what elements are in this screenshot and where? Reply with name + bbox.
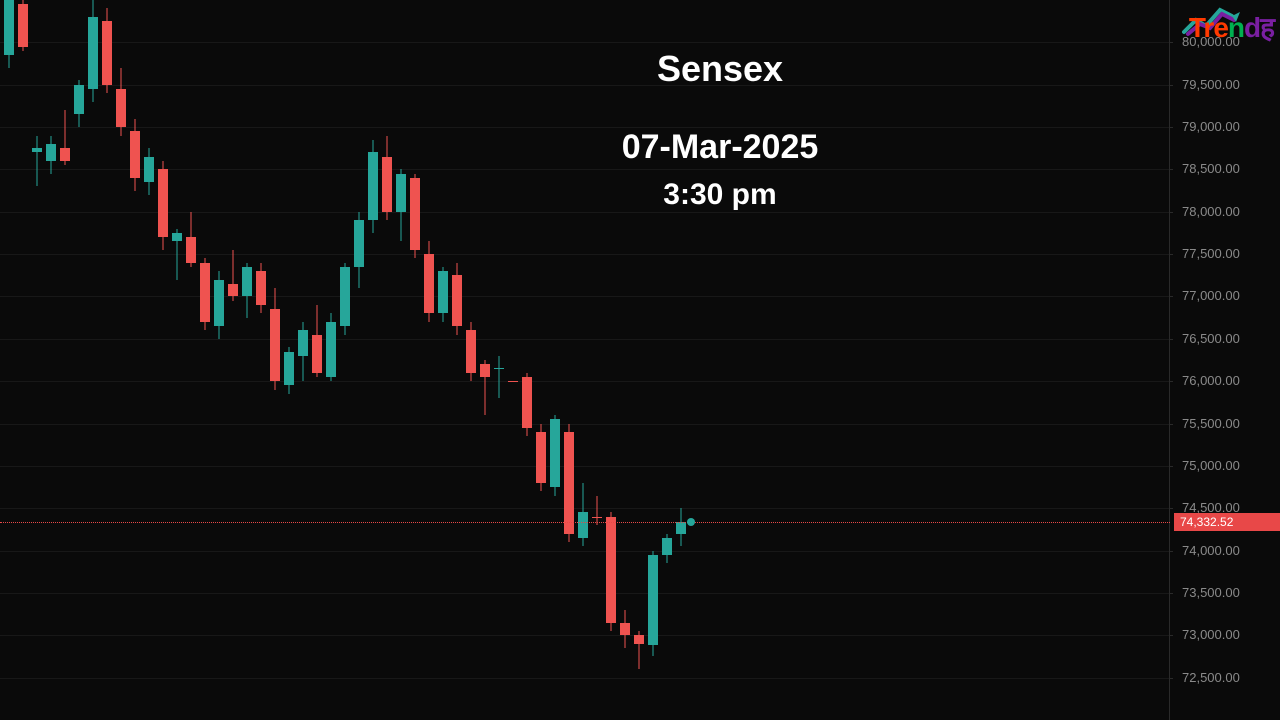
y-tick-label: 78,000.00 [1174,205,1280,219]
y-tick-label: 73,000.00 [1174,628,1280,642]
y-tick-label: 74,000.00 [1174,544,1280,558]
candle [46,0,56,720]
candle [522,0,532,720]
candle [396,0,406,720]
candle [228,0,238,720]
candle [256,0,266,720]
candle [368,0,378,720]
candlestick-chart[interactable]: 72,500.0073,000.0073,500.0074,000.0074,5… [0,0,1280,720]
candle [620,0,630,720]
candle [606,0,616,720]
candle [452,0,462,720]
y-tick-label: 75,500.00 [1174,417,1280,431]
candle [74,0,84,720]
candle [550,0,560,720]
candle [662,0,672,720]
candle [312,0,322,720]
y-tick-label: 78,500.00 [1174,162,1280,176]
candle [102,0,112,720]
candle [466,0,476,720]
candle [354,0,364,720]
candle [270,0,280,720]
candle [578,0,588,720]
chart-time: 3:30 pm [520,178,920,212]
candle [340,0,350,720]
candle [634,0,644,720]
candle [592,0,602,720]
logo-part-3: dह [1244,12,1274,43]
candle [648,0,658,720]
candle-layer [0,0,1170,720]
candle [32,0,42,720]
y-tick-label: 76,500.00 [1174,332,1280,346]
y-tick-label: 79,000.00 [1174,120,1280,134]
candle [424,0,434,720]
y-tick-label: 79,500.00 [1174,78,1280,92]
y-tick-label: 77,000.00 [1174,289,1280,303]
candle [536,0,546,720]
candle [298,0,308,720]
candle [130,0,140,720]
chart-title: Sensex [520,48,920,90]
candle [18,0,28,720]
candle [214,0,224,720]
brand-logo: Trendह [1189,8,1274,46]
candle [158,0,168,720]
y-tick-label: 72,500.00 [1174,671,1280,685]
candle [172,0,182,720]
candle [186,0,196,720]
candle [242,0,252,720]
candle [508,0,518,720]
chart-date: 07-Mar-2025 [520,128,920,167]
candle [116,0,126,720]
candle [60,0,70,720]
candle [200,0,210,720]
candle [88,0,98,720]
candle [438,0,448,720]
candle [410,0,420,720]
y-tick-label: 75,000.00 [1174,459,1280,473]
candle [494,0,504,720]
current-price-dot-icon [687,518,695,526]
candle [480,0,490,720]
logo-part-1: Tre [1189,12,1228,43]
candle [4,0,14,720]
y-tick-label: 77,500.00 [1174,247,1280,261]
logo-part-2: n [1228,12,1244,43]
candle [564,0,574,720]
current-price-line [0,522,1170,523]
candle [284,0,294,720]
candle [144,0,154,720]
candle [382,0,392,720]
y-tick-label: 73,500.00 [1174,586,1280,600]
candle [326,0,336,720]
candle [676,0,686,720]
y-tick-label: 76,000.00 [1174,374,1280,388]
current-price-tag: 74,332.52 [1174,513,1280,531]
